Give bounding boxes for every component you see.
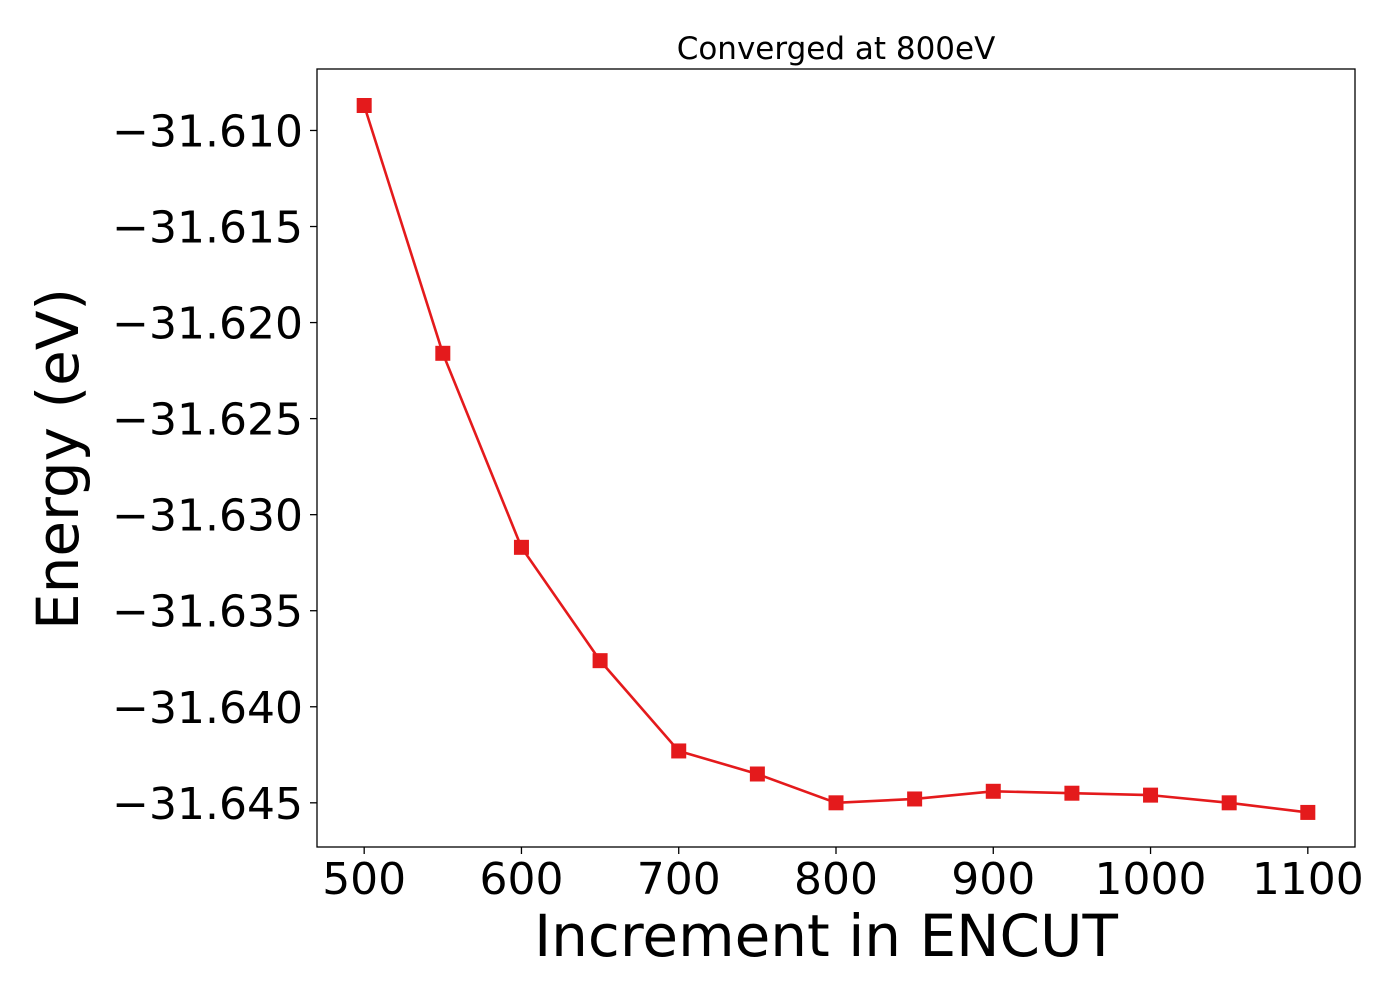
data-point	[671, 743, 687, 759]
data-point	[1064, 785, 1080, 801]
data-point	[356, 97, 372, 113]
y-tick-label: −31.630	[112, 491, 303, 542]
y-tick-label: −31.615	[112, 203, 303, 254]
data-point	[907, 791, 923, 807]
y-tick-label: −31.620	[112, 299, 303, 350]
plot-frame	[316, 68, 1356, 848]
series-line	[362, 105, 1308, 814]
data-point	[435, 345, 451, 361]
x-axis-label: Increment in ENCUT	[534, 902, 1118, 970]
y-tick-label: −31.610	[112, 106, 303, 157]
data-point	[1221, 795, 1237, 811]
data-point	[1300, 804, 1316, 820]
x-axis: 500 600 700 800 900 1000 1100	[322, 847, 1364, 905]
x-tick-label: 700	[637, 854, 721, 905]
data-point	[1143, 787, 1159, 803]
y-tick-label: −31.645	[112, 779, 303, 830]
x-tick-label: 1000	[1095, 854, 1207, 905]
x-tick-label: 800	[794, 854, 878, 905]
data-point	[592, 653, 608, 669]
y-tick-label: −31.625	[112, 395, 303, 446]
y-axis-label: Energy (eV)	[24, 288, 92, 630]
y-axis: −31.610 −31.615 −31.620 −31.625 −31.630 −31.6…	[112, 106, 317, 830]
chart-title: Converged at 800eV	[677, 31, 996, 67]
data-point	[985, 783, 1001, 799]
x-tick-label: 500	[322, 854, 406, 905]
x-tick-label: 600	[479, 854, 563, 905]
y-tick-label: −31.640	[112, 683, 303, 734]
data-point	[749, 766, 765, 782]
x-tick-label: 1100	[1252, 854, 1364, 905]
series-layer	[356, 97, 1316, 820]
y-tick-label: −31.635	[112, 587, 303, 638]
data-point	[513, 539, 529, 555]
x-tick-label: 900	[951, 854, 1035, 905]
data-point	[828, 795, 844, 811]
